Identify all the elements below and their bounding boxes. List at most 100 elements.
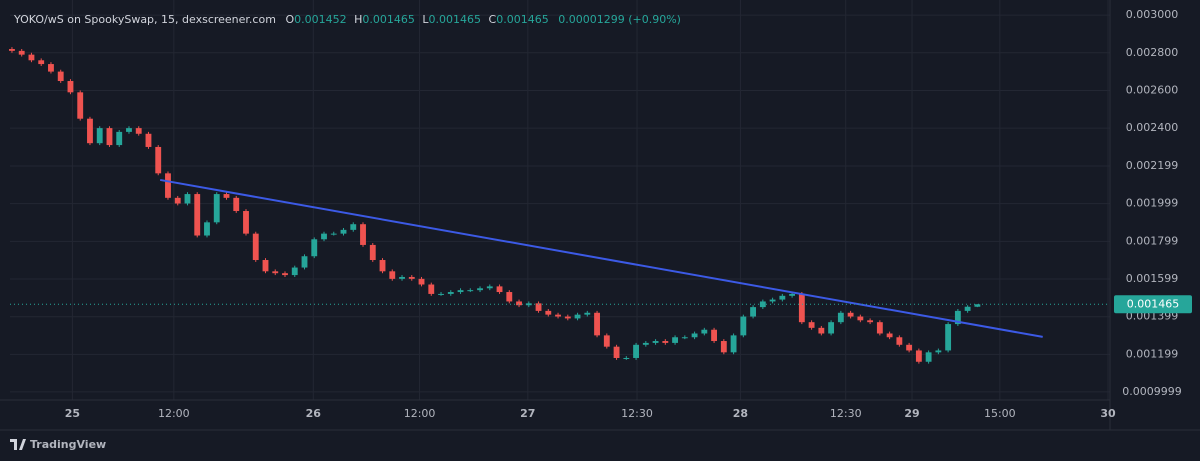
x-tick-label: 28	[733, 407, 748, 420]
close-label: C	[489, 13, 497, 26]
candle-body	[360, 224, 366, 245]
trendline	[160, 178, 1043, 338]
candle-body	[28, 54, 35, 61]
candle-body	[340, 229, 347, 234]
x-tick-label: 25	[65, 407, 80, 420]
candle-body	[243, 211, 249, 234]
low-label: L	[422, 13, 429, 26]
candle-body	[681, 337, 688, 339]
candle-body	[106, 128, 113, 146]
candle-body	[711, 329, 718, 342]
x-tick-label: 30	[1100, 407, 1116, 420]
candle-body	[262, 260, 269, 272]
candle-body	[954, 310, 961, 325]
candle-body	[516, 301, 522, 306]
candle-body	[223, 194, 230, 198]
candle-body	[574, 314, 581, 319]
candle-body	[213, 194, 220, 223]
branding-text: TradingView	[30, 438, 106, 451]
candle-body	[525, 303, 532, 306]
chart-header: YOKO/wS on SpookySwap, 15, dexscreener.c…	[13, 13, 681, 26]
candle-body	[116, 131, 123, 146]
candle-body	[252, 233, 259, 261]
candle-body	[506, 292, 513, 302]
y-tick-label: 0.0009999	[1122, 385, 1182, 398]
candle-body	[915, 350, 922, 362]
candle-body	[828, 322, 835, 334]
candle-body	[174, 197, 181, 204]
candle-body	[496, 286, 503, 293]
candle-body	[925, 352, 932, 362]
candle-body	[740, 316, 747, 336]
branding: TradingView	[10, 438, 106, 451]
candle-body	[730, 335, 737, 353]
x-tick-label: 26	[306, 407, 322, 420]
candle-body	[642, 342, 649, 345]
candle-body	[769, 299, 776, 302]
candle-body	[945, 324, 952, 351]
candle-body	[38, 60, 45, 65]
chart-title: YOKO/wS on SpookySwap, 15, dexscreener.c…	[13, 13, 276, 26]
candle-body	[155, 146, 162, 174]
candle-body	[350, 224, 357, 230]
y-tick-label: 0.001799	[1126, 234, 1179, 247]
y-tick-label: 0.002800	[1126, 46, 1179, 59]
candle-body	[457, 290, 464, 293]
candle-body	[145, 133, 152, 147]
candle-body	[77, 92, 84, 119]
candle-body	[964, 306, 971, 311]
low-value: 0.001465	[429, 13, 482, 26]
candle-body	[399, 276, 405, 279]
candle-body	[672, 337, 678, 343]
candle-body	[194, 194, 201, 236]
candle-body	[876, 322, 883, 334]
candle-body	[67, 81, 74, 93]
x-tick-label: 15:00	[984, 407, 1016, 420]
y-tick-label: 0.001199	[1126, 347, 1179, 360]
open-label: O	[285, 13, 294, 26]
candle-body	[486, 286, 493, 289]
candle-body	[48, 64, 54, 72]
candle-body	[301, 256, 308, 268]
candle-body	[447, 292, 454, 294]
candle-body	[311, 239, 318, 257]
candle-body	[623, 357, 630, 359]
y-tick-label: 0.002400	[1126, 121, 1179, 134]
candle-body	[662, 341, 669, 343]
candle-body	[798, 293, 805, 323]
candle-body	[428, 284, 435, 294]
candle-body	[379, 260, 386, 272]
candle-body	[974, 304, 981, 307]
mark-layer	[9, 47, 1110, 364]
candle-body	[837, 312, 844, 323]
candle-body	[438, 293, 444, 295]
y-tick-label: 0.002600	[1126, 83, 1179, 96]
x-tick-label: 12:00	[158, 407, 190, 420]
branding-logo	[10, 439, 26, 450]
candle-body	[652, 341, 659, 343]
candle-body	[204, 222, 210, 236]
candle-body	[691, 333, 698, 338]
candle-body	[477, 288, 483, 291]
candle-body	[408, 276, 415, 279]
candle-body	[896, 337, 903, 345]
last-price-box	[1114, 295, 1192, 314]
candle-body	[847, 312, 854, 317]
candle-body	[96, 128, 103, 144]
candle-body	[808, 322, 815, 328]
x-tick-label: 27	[520, 407, 535, 420]
candle-body	[750, 307, 757, 317]
candle-body	[418, 278, 425, 285]
candle-body	[701, 329, 708, 334]
candle-body	[594, 312, 600, 336]
candle-body	[321, 233, 327, 240]
candle-body	[57, 71, 64, 82]
candle-body	[779, 295, 786, 300]
candle-body	[584, 312, 591, 315]
candle-body	[603, 335, 610, 347]
candle-body	[720, 341, 727, 353]
candle-body	[857, 316, 864, 321]
candle-body	[233, 197, 240, 212]
x-tick-label: 12:30	[830, 407, 862, 420]
candle-body	[184, 194, 191, 204]
